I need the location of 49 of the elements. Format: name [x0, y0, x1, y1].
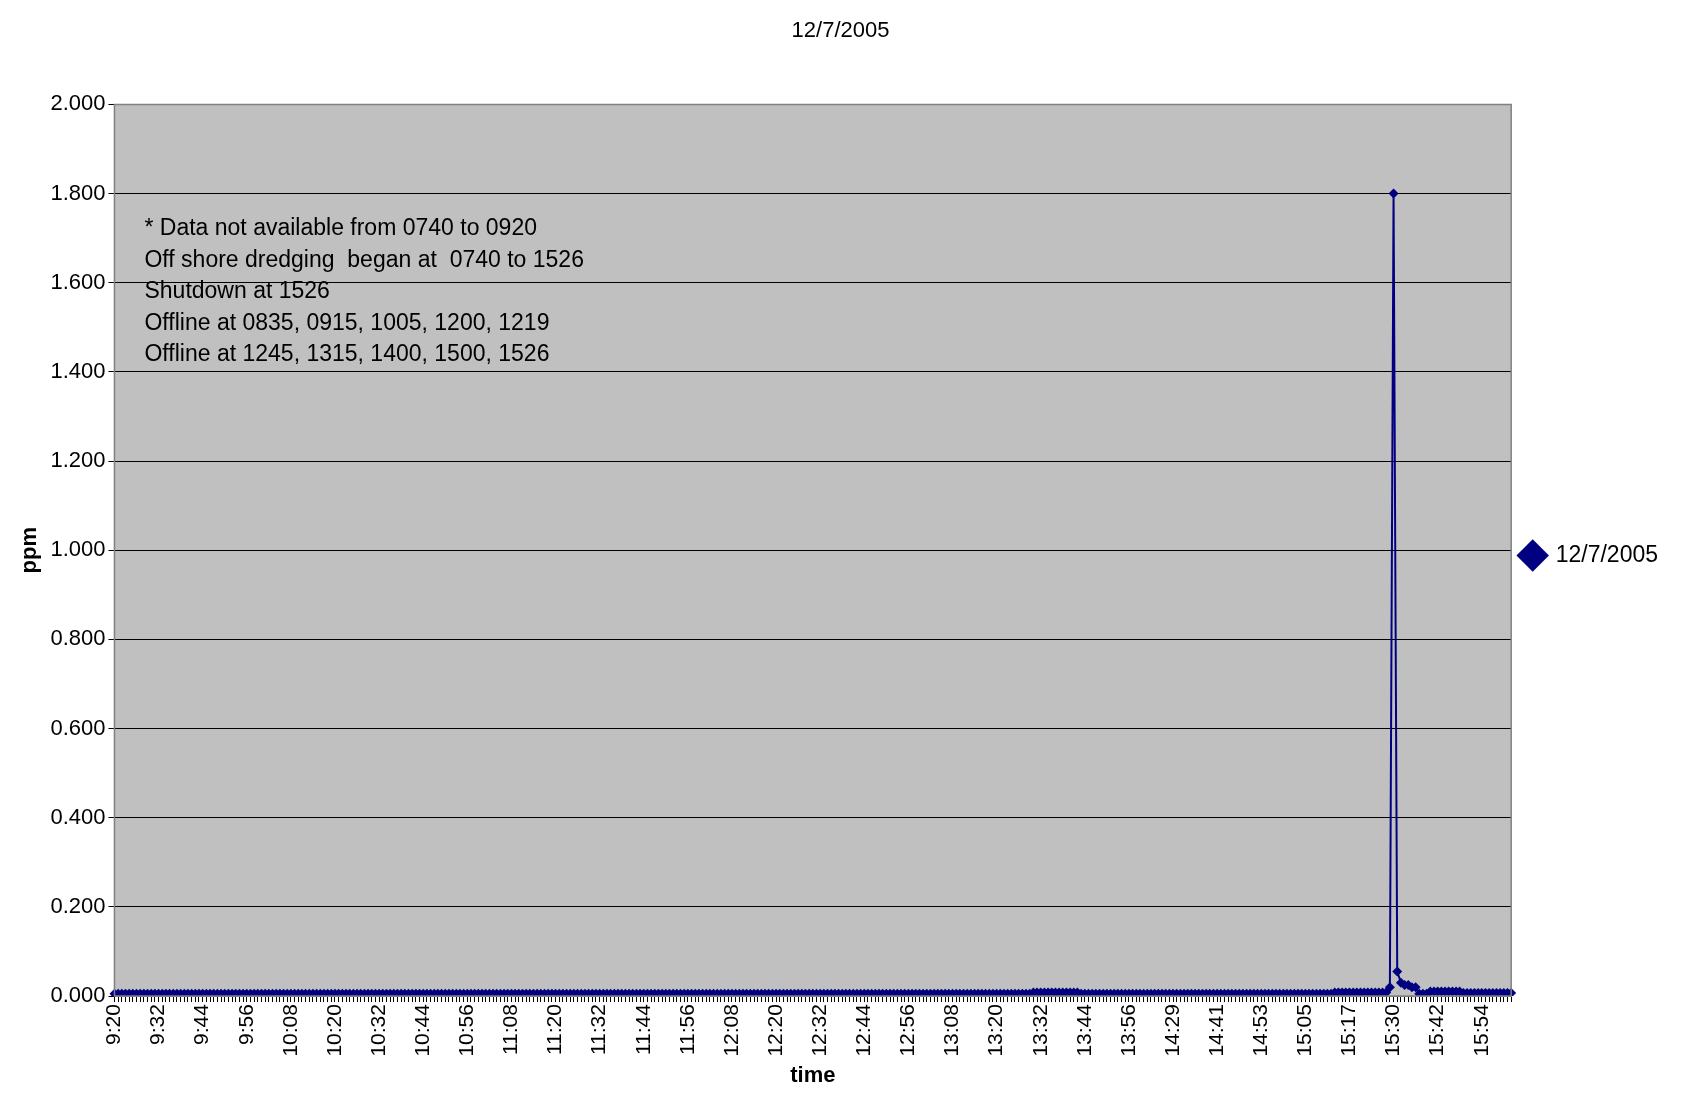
- y-axis-title: ppm: [16, 527, 42, 574]
- x-tick-label: 12:32: [806, 1004, 830, 1057]
- x-tick-label: 11:08: [498, 1004, 522, 1056]
- legend-label: 12/7/2005: [1555, 540, 1659, 567]
- x-tick-label: 9:56: [233, 1004, 257, 1045]
- x-tick-label: 14:41: [1203, 1004, 1227, 1057]
- annotation: Offline at 0835, 0915, 1005, 1200, 1219: [144, 308, 550, 335]
- x-tick-label: 11:32: [586, 1004, 610, 1056]
- y-tick-label: 1.800: [50, 179, 106, 205]
- x-tick-label: 11:20: [542, 1004, 566, 1056]
- y-tick-label: 0.800: [50, 625, 106, 651]
- x-tick-label: 13:20: [983, 1004, 1007, 1057]
- x-tick-label: 12:56: [895, 1004, 919, 1057]
- x-tick-label: 10:08: [277, 1004, 301, 1057]
- x-tick-label: 15:54: [1468, 1003, 1492, 1057]
- x-tick-label: 13:44: [1071, 1003, 1095, 1057]
- x-tick-label: 15:05: [1292, 1004, 1316, 1057]
- x-tick-label: 15:30: [1380, 1004, 1404, 1057]
- x-tick-label: 13:32: [1027, 1004, 1051, 1057]
- x-tick-label: 14:53: [1248, 1004, 1272, 1057]
- x-tick-label: 15:17: [1336, 1004, 1360, 1057]
- x-tick-label: 10:56: [454, 1004, 478, 1057]
- x-tick-label: 14:29: [1159, 1004, 1183, 1057]
- x-tick-label: 9:44: [189, 1003, 213, 1045]
- y-tick-label: 1.600: [50, 268, 106, 294]
- y-tick-label: 1.400: [50, 357, 106, 383]
- x-tick-label: 12:20: [762, 1004, 786, 1057]
- x-axis-title: time: [790, 1061, 836, 1087]
- annotation: Offline at 1245, 1315, 1400, 1500, 1526: [144, 340, 550, 367]
- chart-title: 12/7/2005: [791, 17, 890, 43]
- x-tick-label: 13:08: [939, 1004, 963, 1057]
- y-tick-label: 2.000: [50, 90, 106, 116]
- x-tick-label: 13:56: [1115, 1004, 1139, 1057]
- x-tick-label: 11:44: [630, 1003, 654, 1056]
- x-tick-label: 11:56: [674, 1004, 698, 1056]
- x-tick-label: 10:44: [410, 1003, 433, 1057]
- x-tick-label: 12:08: [718, 1004, 742, 1057]
- x-tick-label: 10:32: [365, 1004, 389, 1057]
- y-tick-label: 1.000: [50, 536, 106, 562]
- y-tick-label: 0.600: [50, 714, 106, 740]
- y-tick-label: 0.200: [50, 892, 106, 918]
- x-tick-label: 15:42: [1424, 1004, 1448, 1057]
- annotation: Off shore dredging began at 0740 to 1526: [144, 245, 584, 272]
- x-tick-label: 12:44: [851, 1003, 875, 1057]
- x-tick-label: 10:20: [321, 1004, 345, 1057]
- x-tick-label: 9:32: [145, 1004, 169, 1045]
- y-tick-label: 0.400: [50, 803, 106, 829]
- y-tick-label: 1.200: [50, 447, 106, 473]
- annotation: * Data not available from 0740 to 0920: [144, 214, 537, 241]
